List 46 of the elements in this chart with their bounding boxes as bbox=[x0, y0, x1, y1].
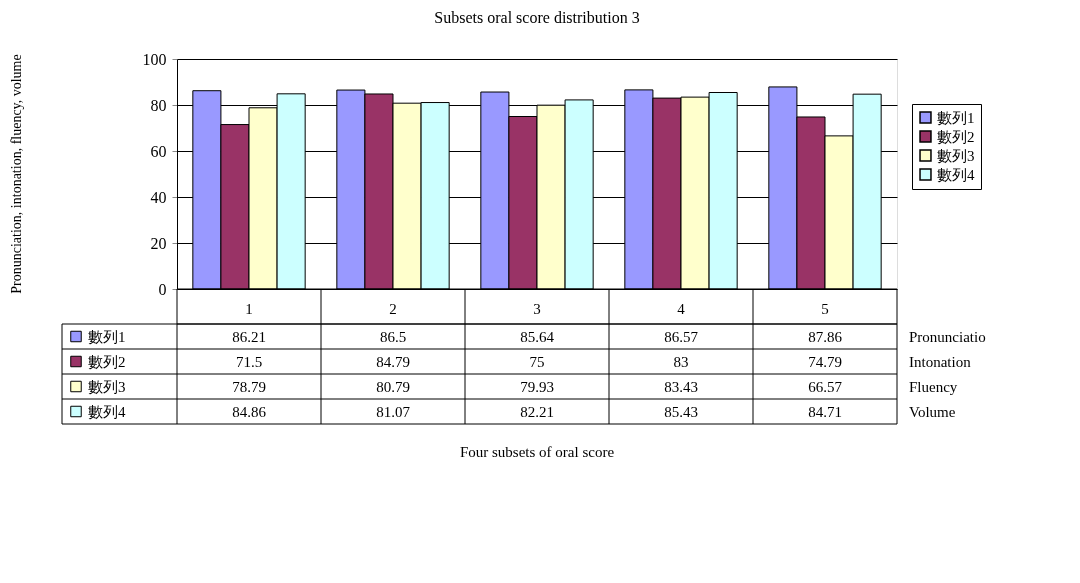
y-tick-label: 80 bbox=[150, 96, 167, 114]
data-label: 83 bbox=[673, 353, 689, 370]
data-label: 85.64 bbox=[520, 328, 555, 345]
data-label: 81.07 bbox=[376, 403, 411, 420]
text: Volume bbox=[909, 403, 956, 420]
data-label: 78.79 bbox=[232, 378, 266, 395]
chart-title: Subsets oral score distribution 3 bbox=[434, 9, 640, 26]
data-label: 84.71 bbox=[808, 403, 842, 420]
data-label: 79.93 bbox=[520, 378, 554, 395]
data-label: 86.57 bbox=[664, 328, 699, 345]
data-label: 87.86 bbox=[808, 328, 843, 345]
data-label: 86.5 bbox=[379, 328, 407, 345]
y-tick-label: 20 bbox=[150, 234, 167, 252]
text: 數列2 bbox=[88, 353, 126, 370]
x-tick-label: 5 bbox=[821, 300, 829, 317]
data-label: 86.21 bbox=[232, 328, 266, 345]
data-label: 82.21 bbox=[520, 403, 554, 420]
data-label: 84.79 bbox=[376, 353, 410, 370]
text: Pronunciatio bbox=[909, 328, 986, 345]
legend-label: 數列3 bbox=[937, 147, 975, 164]
data-label: 85.43 bbox=[664, 403, 698, 420]
text: 數列1 bbox=[937, 109, 975, 126]
x-tick-label: 3 bbox=[533, 300, 541, 317]
data-label: 66.57 bbox=[808, 378, 843, 395]
data-label: 74.79 bbox=[808, 353, 842, 370]
y-tick-label: 0 bbox=[158, 280, 167, 298]
x-tick-label: 2 bbox=[389, 300, 397, 317]
legend-label: 數列2 bbox=[937, 128, 975, 145]
text: Pronunciation, intonation, fluency, volume bbox=[9, 54, 24, 294]
x-tick-label: 1 bbox=[245, 300, 253, 317]
legend-label: 數列4 bbox=[937, 166, 975, 183]
data-label: 75 bbox=[529, 353, 545, 370]
data-label: 71.5 bbox=[235, 353, 263, 370]
data-label: 83.43 bbox=[664, 378, 698, 395]
text: 數列4 bbox=[88, 403, 126, 420]
text: Intonation bbox=[909, 353, 972, 370]
data-label: 84.86 bbox=[232, 403, 267, 420]
legend-label: 數列1 bbox=[88, 328, 126, 345]
text: Fluency bbox=[909, 378, 958, 395]
text: 數列3 bbox=[88, 378, 126, 395]
y-tick-label: 100 bbox=[142, 50, 167, 68]
y-tick-label: 60 bbox=[150, 142, 167, 160]
data-label: 80.79 bbox=[376, 378, 410, 395]
y-tick-label: 40 bbox=[150, 188, 167, 206]
text: Four subsets of oral score bbox=[459, 444, 615, 460]
x-tick-label: 4 bbox=[677, 300, 686, 317]
